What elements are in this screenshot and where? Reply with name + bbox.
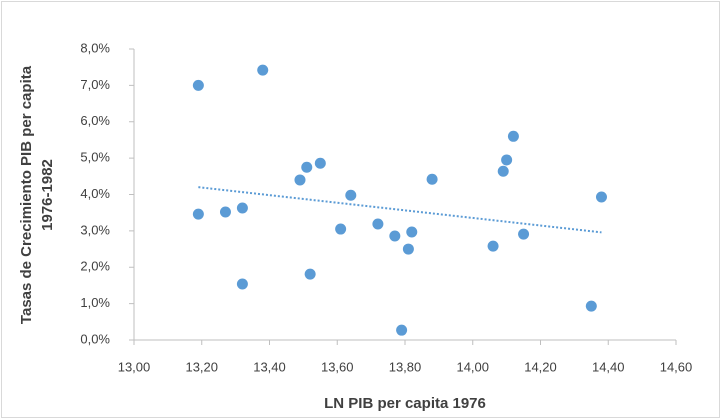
point — [372, 218, 384, 230]
y-tick-label: 8,0% — [80, 40, 110, 55]
y-tick-label: 1,0% — [80, 295, 110, 310]
x-tick-label: 13,40 — [253, 359, 286, 374]
point — [518, 228, 530, 240]
y-tick-label: 2,0% — [80, 259, 110, 274]
point — [595, 191, 607, 203]
point — [314, 157, 326, 169]
y-tick-label: 0,0% — [80, 331, 110, 346]
x-tick-label: 13,00 — [118, 359, 151, 374]
point — [402, 243, 414, 255]
point — [192, 79, 204, 91]
point — [406, 226, 418, 238]
point — [585, 300, 597, 312]
point — [487, 240, 499, 252]
point — [335, 223, 347, 235]
point — [304, 268, 316, 280]
point — [301, 161, 313, 173]
point — [257, 64, 269, 76]
point — [294, 174, 306, 186]
x-tick-label: 14,20 — [524, 359, 557, 374]
point — [236, 202, 248, 214]
point — [236, 278, 248, 290]
y-tick-label: 5,0% — [80, 150, 110, 165]
y-tick-label: 3,0% — [80, 222, 110, 237]
y-tick-label: 6,0% — [80, 113, 110, 128]
x-tick-label: 14,60 — [660, 359, 693, 374]
x-tick-label: 14,00 — [456, 359, 489, 374]
x-tick-label: 14,40 — [592, 359, 625, 374]
point — [396, 324, 408, 336]
y-axis-title: Tasas de Crecimiento PIB per capita — [18, 65, 35, 324]
y-tick-label: 4,0% — [80, 186, 110, 201]
x-tick-label: 13,20 — [185, 359, 218, 374]
point — [497, 165, 509, 177]
y-axis-title: 1976-1982 — [39, 159, 56, 231]
point — [501, 154, 513, 166]
point — [389, 230, 401, 242]
point — [219, 206, 231, 218]
y-tick-label: 7,0% — [80, 77, 110, 92]
point — [345, 189, 357, 201]
point — [192, 208, 204, 220]
point — [507, 130, 519, 142]
x-axis-title: LN PIB per capita 1976 — [324, 395, 486, 412]
point — [426, 173, 438, 185]
x-tick-label: 13,80 — [389, 359, 422, 374]
x-tick-label: 13,60 — [321, 359, 354, 374]
